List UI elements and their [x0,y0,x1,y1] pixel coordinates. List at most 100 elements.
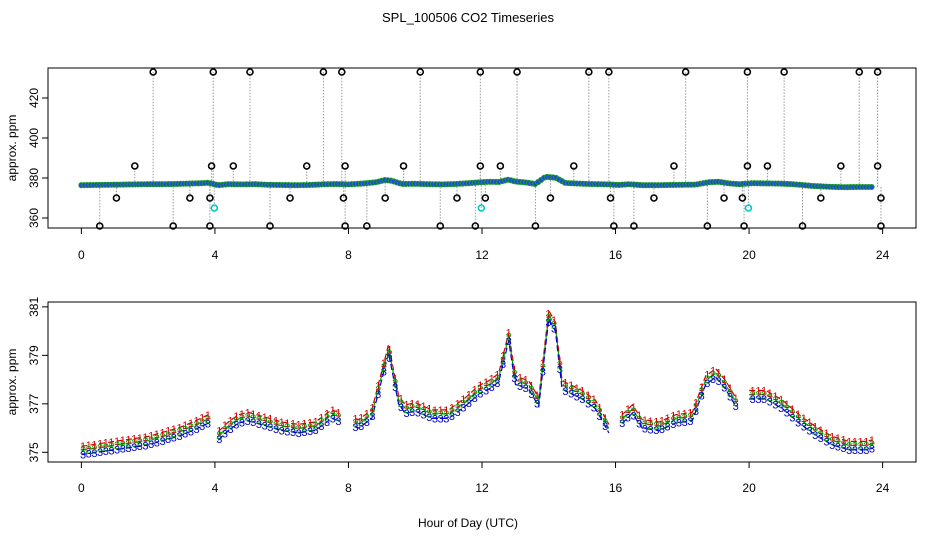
series-2-marker: 2 [188,422,194,434]
series-2-marker: 2 [296,423,302,435]
series-3-marker: 3 [716,376,722,388]
series-2-marker: 2 [823,432,829,444]
series-2-marker: 2 [710,370,716,382]
series-3-marker: 3 [182,429,188,441]
flagged-point-mid-high [131,162,139,170]
flagged-point-low [703,222,712,230]
series-2-marker: 2 [506,331,512,343]
flagged-point-mid-high [743,162,752,170]
series-2-marker: 2 [142,436,148,448]
series-1-marker: 1 [596,402,602,414]
series-3-marker: 3 [216,434,222,446]
series-2-marker: 2 [449,407,455,419]
series-2-marker: 2 [648,420,654,432]
series-1-marker: 1 [438,405,444,417]
series-1-marker: 1 [835,433,841,445]
flagged-point-mid-low [481,194,490,202]
series-3-marker: 3 [455,407,461,419]
series-2-marker: 2 [721,378,727,390]
top-spike-lines [99,72,882,226]
series-3-marker: 3 [159,436,165,448]
series-2-marker: 2 [256,415,262,427]
series-1-marker: 1 [511,364,517,376]
series-1-marker: 1 [863,436,869,448]
bottom-x-tick-label: 0 [78,481,85,495]
series-1-marker: 1 [750,385,756,397]
series-1-marker: 1 [381,358,387,370]
series-1-marker: 1 [659,416,665,428]
series-3-marker: 3 [432,413,438,425]
series-2-marker: 2 [318,417,324,429]
series-1-marker: 1 [375,380,381,392]
series-3-marker: 3 [733,401,739,413]
x-axis-title: Hour of Day (UTC) [418,516,518,530]
series-3-marker: 3 [91,448,97,460]
flagged-point-low [341,222,349,230]
series-3-marker: 3 [460,403,466,415]
series-2-marker: 2 [386,349,392,361]
series-1-marker: 1 [648,416,654,428]
series-1-marker: 1 [256,410,262,422]
series-1-marker: 1 [693,397,699,409]
series-2-marker: 2 [784,403,790,415]
flagged-point-mid-low [606,194,615,202]
series-1-marker: 1 [324,408,330,420]
top-x-tick-label: 16 [609,248,623,262]
series-3-marker: 3 [228,424,234,436]
series-2-marker: 2 [182,424,188,436]
series-1-marker: 1 [687,408,693,420]
series-3-marker: 3 [500,359,506,371]
series-3-marker: 3 [710,374,716,386]
series-2-marker: 2 [557,360,563,372]
flagged-point-low [363,222,371,230]
series-1-marker: 1 [699,382,705,394]
series-3-marker: 3 [352,422,358,434]
series-2-marker: 2 [699,386,705,398]
series-3-marker: 3 [279,425,285,437]
series-1-marker: 1 [216,426,222,438]
flagged-point-high [585,68,593,76]
series-2-marker: 2 [540,362,546,374]
series-2-marker: 2 [97,443,103,455]
series-1-marker: 1 [386,345,392,357]
series-3-marker: 3 [687,416,693,428]
flagged-point-high [513,68,521,76]
flagged-point-mid-low [112,194,121,202]
flagged-point-high [319,68,328,76]
series-3-marker: 3 [335,416,341,428]
series-2-marker: 2 [472,388,478,400]
series-3-marker: 3 [704,378,710,390]
series-2-marker: 2 [840,439,846,451]
series-2-marker: 2 [381,362,387,374]
series-2-marker: 2 [352,418,358,430]
series-2-marker: 2 [137,437,143,449]
series-2-marker: 2 [545,313,551,325]
series-3-marker: 3 [812,430,818,442]
flagged-point-low [471,222,480,230]
series-2-marker: 2 [438,409,444,421]
flagged-point-mid-low [453,194,461,202]
series-1-marker: 1 [466,389,472,401]
series-1-marker: 1 [335,407,341,419]
bottom-y-axis-label: approx. ppm [5,349,19,416]
series-1-marker: 1 [352,413,358,425]
series-3-marker: 3 [863,445,869,457]
series-3-marker: 3 [869,443,875,455]
series-2-marker: 2 [591,398,597,410]
series-1-marker: 1 [296,419,302,431]
flagged-point-mid-high [670,162,678,170]
top-y-axis: 360 380 400 420 [27,88,48,228]
series-1-marker: 1 [812,421,818,433]
series-2-marker: 2 [358,417,364,429]
series-2-marker: 2 [108,441,114,453]
series-3-marker: 3 [517,381,523,393]
series-3-marker: 3 [795,417,801,429]
series-3-marker: 3 [511,373,517,385]
series-1-marker: 1 [562,377,568,389]
series-3-marker: 3 [381,367,387,379]
series-3-marker: 3 [494,378,500,390]
series-3-marker: 3 [120,444,126,456]
series-1-marker: 1 [840,435,846,447]
bottom-x-tick-label: 4 [212,481,219,495]
series-2-marker: 2 [125,439,131,451]
